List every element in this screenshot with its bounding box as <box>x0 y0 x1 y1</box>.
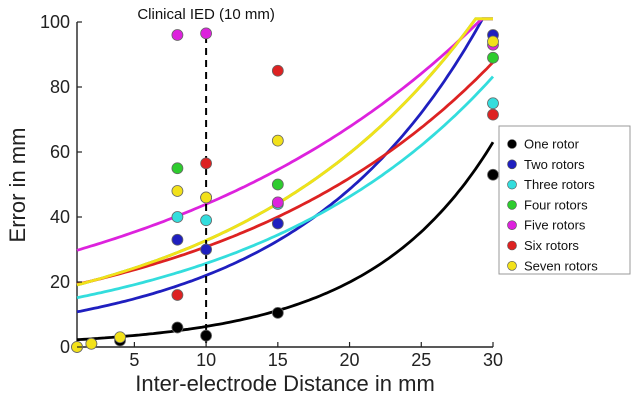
legend-marker <box>507 179 517 190</box>
legend-entry: Five rotors <box>524 218 586 233</box>
x-tick-label: 5 <box>129 350 139 370</box>
point-six-rotors <box>200 157 213 170</box>
legend-entry: Three rotors <box>524 177 595 192</box>
point-six-rotors <box>271 64 284 77</box>
point-three-rotors <box>200 214 213 227</box>
point-three-rotors <box>171 211 184 223</box>
point-two-rotors <box>171 233 184 246</box>
point-seven-rotors <box>114 331 126 344</box>
y-tick-label: 20 <box>50 272 70 292</box>
point-five-rotors <box>271 196 284 209</box>
annotation-layer: Clinical IED (10 mm) <box>137 6 275 347</box>
y-tick-label: 0 <box>60 337 70 357</box>
legend: One rotor Two rotors Three rotors Four roto… <box>498 125 631 275</box>
point-six-rotors <box>171 289 184 301</box>
fit-curve-five-rotors <box>76 17 493 252</box>
y-axis-label: Error in mm <box>5 128 30 243</box>
legend-entry: Two rotors <box>524 157 585 172</box>
legend-entry: Seven rotors <box>524 258 598 273</box>
legend-marker <box>507 220 517 230</box>
legend-box <box>498 125 631 275</box>
legend-marker <box>507 260 517 271</box>
legend-marker <box>507 200 517 210</box>
plot-area <box>76 22 493 348</box>
point-one-rotor <box>171 321 184 334</box>
point-seven-rotors <box>200 191 213 204</box>
point-one-rotor <box>200 329 213 342</box>
point-four-rotors <box>271 178 284 191</box>
x-axis-label: Inter-electrode Distance in mm <box>135 371 435 396</box>
point-seven-rotors <box>271 134 284 147</box>
x-tick-label: 20 <box>340 350 360 370</box>
y-tick-label: 80 <box>50 77 70 97</box>
clinical-ied-annotation: Clinical IED (10 mm) <box>137 6 275 23</box>
point-four-rotors <box>171 162 184 175</box>
point-three-rotors <box>487 97 499 110</box>
fit-curve-two-rotors <box>76 17 493 314</box>
legend-entry: One rotor <box>524 137 580 152</box>
fit-curve-three-rotors <box>76 75 495 300</box>
fit-curve-six-rotors <box>76 61 494 286</box>
point-six-rotors <box>487 108 499 121</box>
y-tick-label: 40 <box>50 207 70 227</box>
legend-entry: Six rotors <box>524 238 579 253</box>
fit-curves <box>76 17 495 342</box>
point-seven-rotors <box>487 35 499 48</box>
point-five-rotors <box>200 27 213 40</box>
x-tick-label: 15 <box>268 350 288 370</box>
point-two-rotors <box>200 243 213 256</box>
point-seven-rotors <box>171 185 184 197</box>
x-tick-label: 25 <box>411 350 431 370</box>
point-five-rotors <box>171 29 184 41</box>
y-tick-label: 100 <box>40 12 70 32</box>
x-tick-label: 10 <box>196 350 216 370</box>
point-four-rotors <box>487 51 499 64</box>
point-seven-rotors <box>85 337 98 350</box>
x-tick-label: 30 <box>483 350 503 370</box>
point-one-rotor <box>487 168 499 181</box>
fit-curve-one-rotor <box>76 141 495 342</box>
y-tick-label: 60 <box>50 142 70 162</box>
point-two-rotors <box>271 217 284 230</box>
point-one-rotor <box>271 306 284 319</box>
legend-marker <box>507 159 517 170</box>
legend-marker <box>507 240 517 251</box>
y-axis-ticks: 0 20 40 60 80 100 <box>40 12 82 357</box>
fit-curve-four-rotors <box>76 17 493 287</box>
legend-entry: Four rotors <box>524 197 588 212</box>
x-axis-ticks: 5 10 15 20 25 30 <box>129 342 503 370</box>
data-points <box>71 27 499 353</box>
fit-curve-seven-rotors <box>76 17 493 287</box>
legend-marker <box>507 139 517 149</box>
